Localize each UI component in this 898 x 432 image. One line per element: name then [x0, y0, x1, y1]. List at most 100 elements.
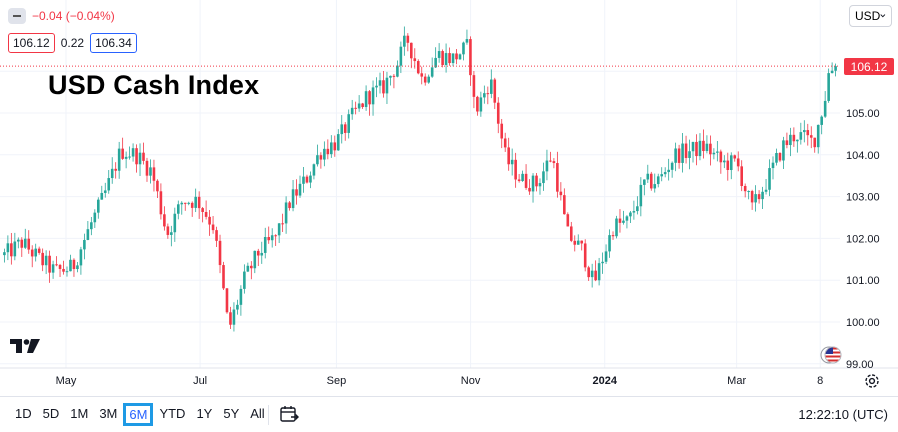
candle-body [176, 204, 180, 214]
candle [396, 60, 399, 78]
calendar-icon[interactable] [279, 404, 299, 424]
bid-price[interactable]: 106.12 [8, 33, 55, 53]
candle-body [83, 239, 86, 250]
candle [743, 183, 747, 198]
candle [361, 102, 364, 109]
range-button-all[interactable]: All [250, 406, 265, 421]
candle-body [389, 75, 392, 78]
candle [778, 152, 782, 163]
candle-body [712, 152, 716, 155]
candle [479, 91, 483, 117]
candle-body [660, 174, 664, 177]
candle-body [688, 151, 691, 158]
candle [197, 191, 201, 219]
candle [430, 57, 434, 78]
candle-body [378, 80, 382, 86]
candle-body [559, 191, 563, 196]
candle [618, 209, 622, 233]
candle-body [187, 202, 191, 204]
candle [288, 201, 291, 211]
candle [702, 129, 705, 159]
candle-body [646, 173, 650, 180]
candle-body [510, 159, 514, 165]
change-value: −0.04 (−0.04%) [32, 9, 115, 23]
candle [347, 109, 351, 139]
ask-price[interactable]: 106.34 [90, 33, 137, 53]
candle [472, 71, 476, 109]
candle-body [643, 179, 646, 185]
candle-body [444, 53, 448, 65]
candle-body [375, 85, 378, 88]
range-button-1m[interactable]: 1M [70, 406, 89, 421]
tradingview-logo[interactable] [10, 338, 44, 354]
collapse-icon[interactable] [8, 8, 26, 24]
candle [820, 115, 823, 135]
candle-body [277, 223, 281, 236]
range-button-5d[interactable]: 5D [42, 406, 60, 421]
range-button-6m[interactable]: 6M [123, 403, 154, 426]
candle-body [305, 176, 309, 183]
candle-body [309, 175, 312, 183]
candle-body [632, 211, 636, 213]
range-button-ytd[interactable]: YTD [159, 406, 186, 421]
candle [441, 49, 444, 68]
candle [6, 235, 10, 261]
candle [27, 230, 31, 254]
candle-body [20, 239, 24, 248]
range-button-1d[interactable]: 1D [15, 406, 32, 421]
symbol-legend: −0.04 (−0.04%) [8, 6, 115, 26]
candle [72, 258, 76, 277]
candle [211, 215, 215, 234]
candle-body [476, 96, 479, 112]
y-tick-label: 100.00 [846, 317, 880, 329]
candle-body [413, 58, 417, 62]
candle [410, 42, 413, 69]
candle [298, 175, 302, 198]
candle-body [330, 142, 333, 155]
candle-body [601, 261, 604, 264]
candle [378, 72, 382, 94]
candle-body [183, 202, 187, 204]
utc-clock[interactable]: 12:22:10 (UTC) [798, 407, 888, 422]
us-flag-icon[interactable] [820, 344, 842, 366]
candle-body [396, 65, 399, 77]
candle-body [462, 42, 465, 55]
y-tick-label: 103.00 [846, 192, 880, 204]
y-tick-label: 102.00 [846, 233, 880, 245]
candle [389, 75, 392, 86]
candle [319, 152, 323, 169]
candle [83, 233, 86, 260]
candle [190, 201, 194, 217]
gear-icon[interactable] [863, 372, 881, 390]
candle-body [163, 214, 166, 227]
candle [695, 134, 698, 166]
candle [142, 142, 145, 165]
candles [3, 26, 837, 332]
candle-body [486, 93, 490, 95]
currency-select[interactable]: USD [849, 5, 892, 27]
candle-body [528, 187, 531, 192]
candle-body [103, 190, 107, 193]
grid-lines [0, 0, 840, 368]
x-tick-label: Jul [193, 375, 207, 387]
candle-body [782, 140, 785, 161]
candle-body [239, 288, 243, 305]
candle-body [86, 229, 90, 240]
candle-body [792, 134, 796, 142]
candle-body [576, 240, 580, 245]
x-tick-label: May [56, 375, 77, 387]
candle [451, 53, 455, 67]
candle [131, 143, 135, 162]
candle [834, 63, 837, 77]
range-button-1y[interactable]: 1Y [196, 406, 213, 421]
candle [709, 135, 712, 166]
range-button-3m[interactable]: 3M [99, 406, 118, 421]
price-chart[interactable]: 99.00 100.00 101.00 102.00 103.00 104.00 105.0… [0, 0, 898, 396]
candle [246, 262, 250, 273]
candle [222, 261, 225, 290]
range-button-5y[interactable]: 5Y [223, 406, 240, 421]
candle [267, 226, 271, 244]
candle [552, 158, 556, 169]
candle-body [677, 148, 681, 163]
candle-body [382, 80, 385, 94]
